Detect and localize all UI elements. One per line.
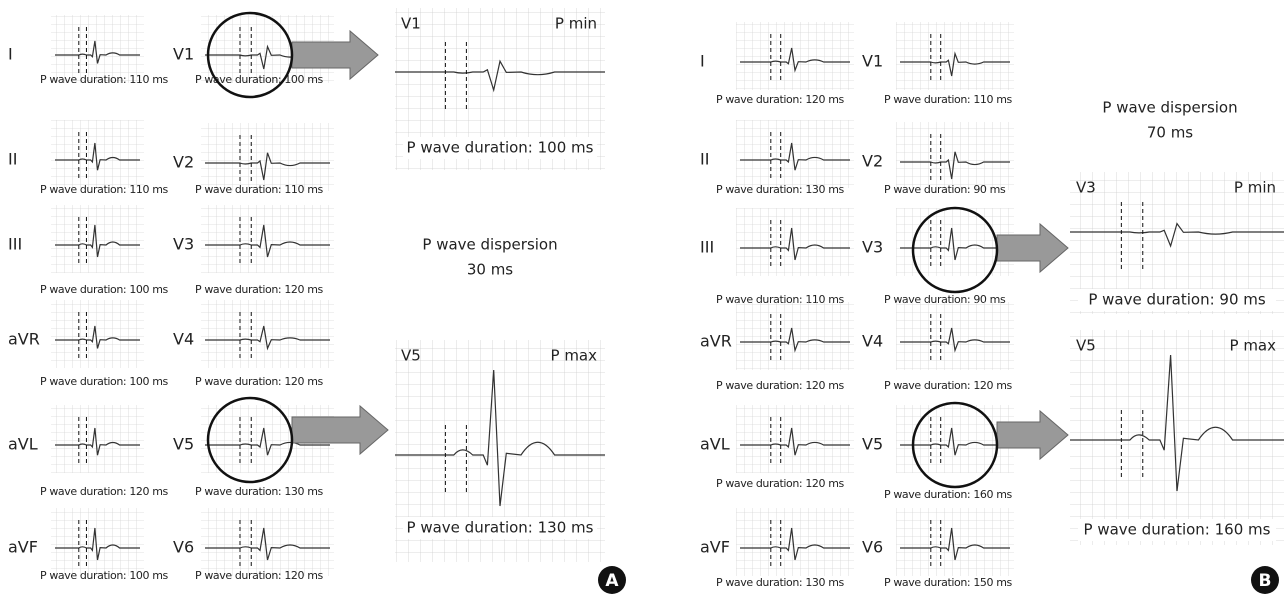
zoom-lead: V3 [1076,179,1096,197]
lead-label: V6 [862,538,883,557]
ecg-grid [201,300,334,368]
ecg-grid [896,508,1014,576]
lead-label: V1 [173,45,194,64]
duration-caption: P wave duration: 120 ms [40,485,169,498]
ecg-grid [51,508,144,576]
zoom-tag: P max [551,347,598,365]
lead-label: V2 [862,152,883,171]
ecg-grid [51,205,144,273]
figure: I P wave duration: 110 ms II P wave duratio… [0,0,1284,599]
duration-caption: P wave duration: 120 ms [195,569,324,582]
lead-label: III [8,235,22,254]
lead-label: I [8,45,13,64]
ecg-grid [736,208,854,276]
lead-label: III [700,238,714,257]
lead-label: V6 [173,538,194,557]
ecg-grid [51,405,144,473]
lead-label: V3 [862,238,883,257]
zoom-grid [1070,330,1284,545]
zoom-caption: P wave duration: 90 ms [1088,291,1266,309]
lead-label: aVF [8,538,38,557]
panel-label: B [1259,571,1272,591]
ecg-grid [201,205,334,273]
ecg-grid [736,508,854,576]
lead-label: II [8,150,17,169]
zoom-lead: V5 [401,347,421,365]
zoom-lead: V1 [401,15,421,33]
ecg-grid [736,22,854,90]
zoom-tag: P min [1234,179,1276,197]
duration-caption: P wave duration: 120 ms [884,379,1013,392]
zoom-lead: V5 [1076,337,1096,355]
dispersion-value: 30 ms [467,261,513,279]
zoom-tag: P min [555,15,597,33]
lead-label: aVL [700,435,730,454]
lead-label: V5 [173,435,194,454]
duration-caption: P wave duration: 120 ms [195,283,324,296]
duration-caption: P wave duration: 110 ms [195,183,324,196]
dispersion-title: P wave dispersion [422,236,557,254]
dispersion-title: P wave dispersion [1102,99,1237,117]
lead-label: V2 [173,153,194,172]
ecg-grid [896,302,1014,370]
ecg-grid [201,508,334,576]
duration-caption: P wave duration: 110 ms [40,73,169,86]
duration-caption: P wave duration: 100 ms [40,569,169,582]
ecg-grid [51,300,144,368]
lead-label: aVL [8,435,38,454]
duration-caption: P wave duration: 130 ms [716,183,845,196]
duration-caption: P wave duration: 160 ms [884,488,1013,501]
lead-label: aVF [700,538,730,557]
duration-caption: P wave duration: 110 ms [884,93,1013,106]
duration-caption: P wave duration: 120 ms [716,93,845,106]
ecg-grid [51,120,144,188]
lead-label: I [700,52,705,71]
ecg-grid [736,120,854,188]
duration-caption: P wave duration: 150 ms [884,576,1013,589]
lead-label: aVR [700,332,732,351]
lead-label: aVR [8,330,40,349]
ecg-grid [736,405,854,473]
panel-label: A [605,571,619,591]
duration-caption: P wave duration: 120 ms [716,477,845,490]
duration-caption: P wave duration: 100 ms [40,283,169,296]
zoom-caption: P wave duration: 160 ms [1084,521,1271,539]
duration-caption: P wave duration: 130 ms [716,576,845,589]
lead-label: V1 [862,52,883,71]
lead-label: V5 [862,435,883,454]
duration-caption: P wave duration: 100 ms [40,375,169,388]
lead-label: V4 [173,330,194,349]
dispersion-value: 70 ms [1147,124,1193,142]
lead-label: V3 [173,235,194,254]
duration-caption: P wave duration: 120 ms [716,379,845,392]
zoom-caption: P wave duration: 100 ms [407,139,594,157]
duration-caption: P wave duration: 120 ms [195,375,324,388]
duration-caption: P wave duration: 90 ms [884,183,1006,196]
zoom-caption: P wave duration: 130 ms [407,519,594,537]
ecg-grid [736,302,854,370]
zoom-tag: P max [1230,337,1277,355]
lead-label: V4 [862,332,883,351]
lead-label: II [700,150,709,169]
duration-caption: P wave duration: 110 ms [40,183,169,196]
duration-caption: P wave duration: 130 ms [195,485,324,498]
